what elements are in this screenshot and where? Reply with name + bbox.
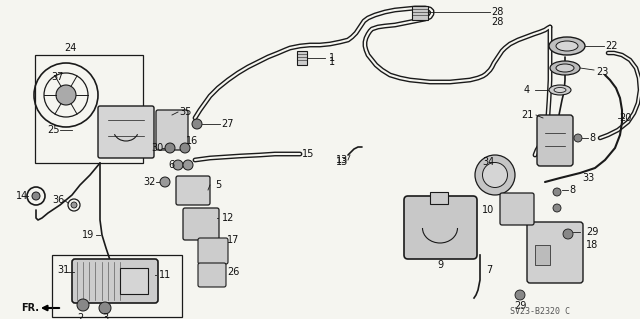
Text: 4: 4: [524, 85, 530, 95]
Bar: [412, 6, 428, 20]
Text: 19: 19: [82, 230, 94, 240]
Circle shape: [563, 229, 573, 239]
Bar: [430, 192, 448, 204]
Text: 24: 24: [64, 43, 76, 53]
FancyBboxPatch shape: [198, 238, 228, 264]
FancyBboxPatch shape: [537, 115, 573, 166]
Ellipse shape: [483, 162, 508, 188]
Circle shape: [165, 143, 175, 153]
FancyBboxPatch shape: [156, 110, 188, 150]
Text: 11: 11: [159, 270, 171, 280]
Text: 34: 34: [482, 157, 494, 167]
Circle shape: [56, 85, 76, 105]
Text: 21: 21: [521, 110, 533, 120]
Text: 20: 20: [619, 113, 631, 123]
Text: 1: 1: [329, 57, 335, 67]
Circle shape: [183, 160, 193, 170]
Bar: [297, 51, 307, 65]
Ellipse shape: [556, 41, 578, 51]
Ellipse shape: [475, 155, 515, 195]
Text: 10: 10: [482, 205, 494, 215]
Ellipse shape: [554, 87, 566, 93]
FancyBboxPatch shape: [527, 222, 583, 283]
Text: 5: 5: [215, 180, 221, 190]
Circle shape: [99, 302, 111, 314]
Text: 36: 36: [52, 195, 64, 205]
Text: 18: 18: [586, 240, 598, 250]
FancyBboxPatch shape: [500, 193, 534, 225]
Circle shape: [71, 202, 77, 208]
Circle shape: [160, 177, 170, 187]
Text: 37: 37: [52, 72, 64, 82]
Text: 33: 33: [582, 173, 594, 183]
Text: SV23-B2320 C: SV23-B2320 C: [510, 308, 570, 316]
Text: 15: 15: [302, 149, 314, 159]
Text: 8: 8: [589, 133, 595, 143]
Text: 17: 17: [227, 235, 239, 245]
Circle shape: [553, 204, 561, 212]
FancyBboxPatch shape: [198, 263, 226, 287]
Bar: [120, 268, 148, 294]
Ellipse shape: [550, 61, 580, 75]
Text: 22: 22: [605, 41, 618, 51]
Text: 26: 26: [227, 267, 239, 277]
Circle shape: [192, 119, 202, 129]
Text: 32: 32: [144, 177, 156, 187]
Text: 31: 31: [57, 265, 69, 275]
Ellipse shape: [556, 64, 574, 72]
Text: 30: 30: [151, 143, 163, 153]
Text: 13: 13: [336, 157, 348, 167]
Bar: [35, 55, 143, 163]
Text: 16: 16: [186, 136, 198, 146]
FancyBboxPatch shape: [404, 196, 477, 259]
Text: 13: 13: [336, 155, 348, 165]
Circle shape: [180, 143, 190, 153]
FancyBboxPatch shape: [176, 176, 210, 205]
Ellipse shape: [549, 37, 585, 55]
Circle shape: [515, 290, 525, 300]
Text: 3: 3: [102, 313, 108, 319]
Text: 29: 29: [514, 301, 526, 311]
Text: 14: 14: [16, 191, 28, 201]
Text: 6: 6: [168, 160, 174, 170]
FancyBboxPatch shape: [72, 259, 158, 303]
Text: 2: 2: [77, 313, 83, 319]
Text: 7: 7: [486, 265, 492, 275]
Text: 25: 25: [47, 125, 60, 135]
Text: 8: 8: [569, 185, 575, 195]
Text: 23: 23: [596, 67, 608, 77]
Text: 12: 12: [222, 213, 234, 223]
FancyBboxPatch shape: [98, 106, 154, 158]
Circle shape: [77, 299, 89, 311]
Circle shape: [32, 192, 40, 200]
Circle shape: [173, 160, 183, 170]
Text: 1: 1: [329, 53, 335, 63]
Text: 28: 28: [491, 17, 503, 27]
Text: FR.: FR.: [21, 303, 39, 313]
Text: 29: 29: [586, 227, 598, 237]
Circle shape: [574, 134, 582, 142]
Ellipse shape: [549, 85, 571, 95]
Circle shape: [553, 188, 561, 196]
Text: 35: 35: [179, 107, 191, 117]
Bar: [535, 245, 550, 265]
Text: 28: 28: [491, 7, 503, 17]
Text: 9: 9: [437, 260, 443, 270]
FancyBboxPatch shape: [183, 208, 219, 240]
Text: 27: 27: [221, 119, 233, 129]
Bar: [52, 255, 182, 317]
